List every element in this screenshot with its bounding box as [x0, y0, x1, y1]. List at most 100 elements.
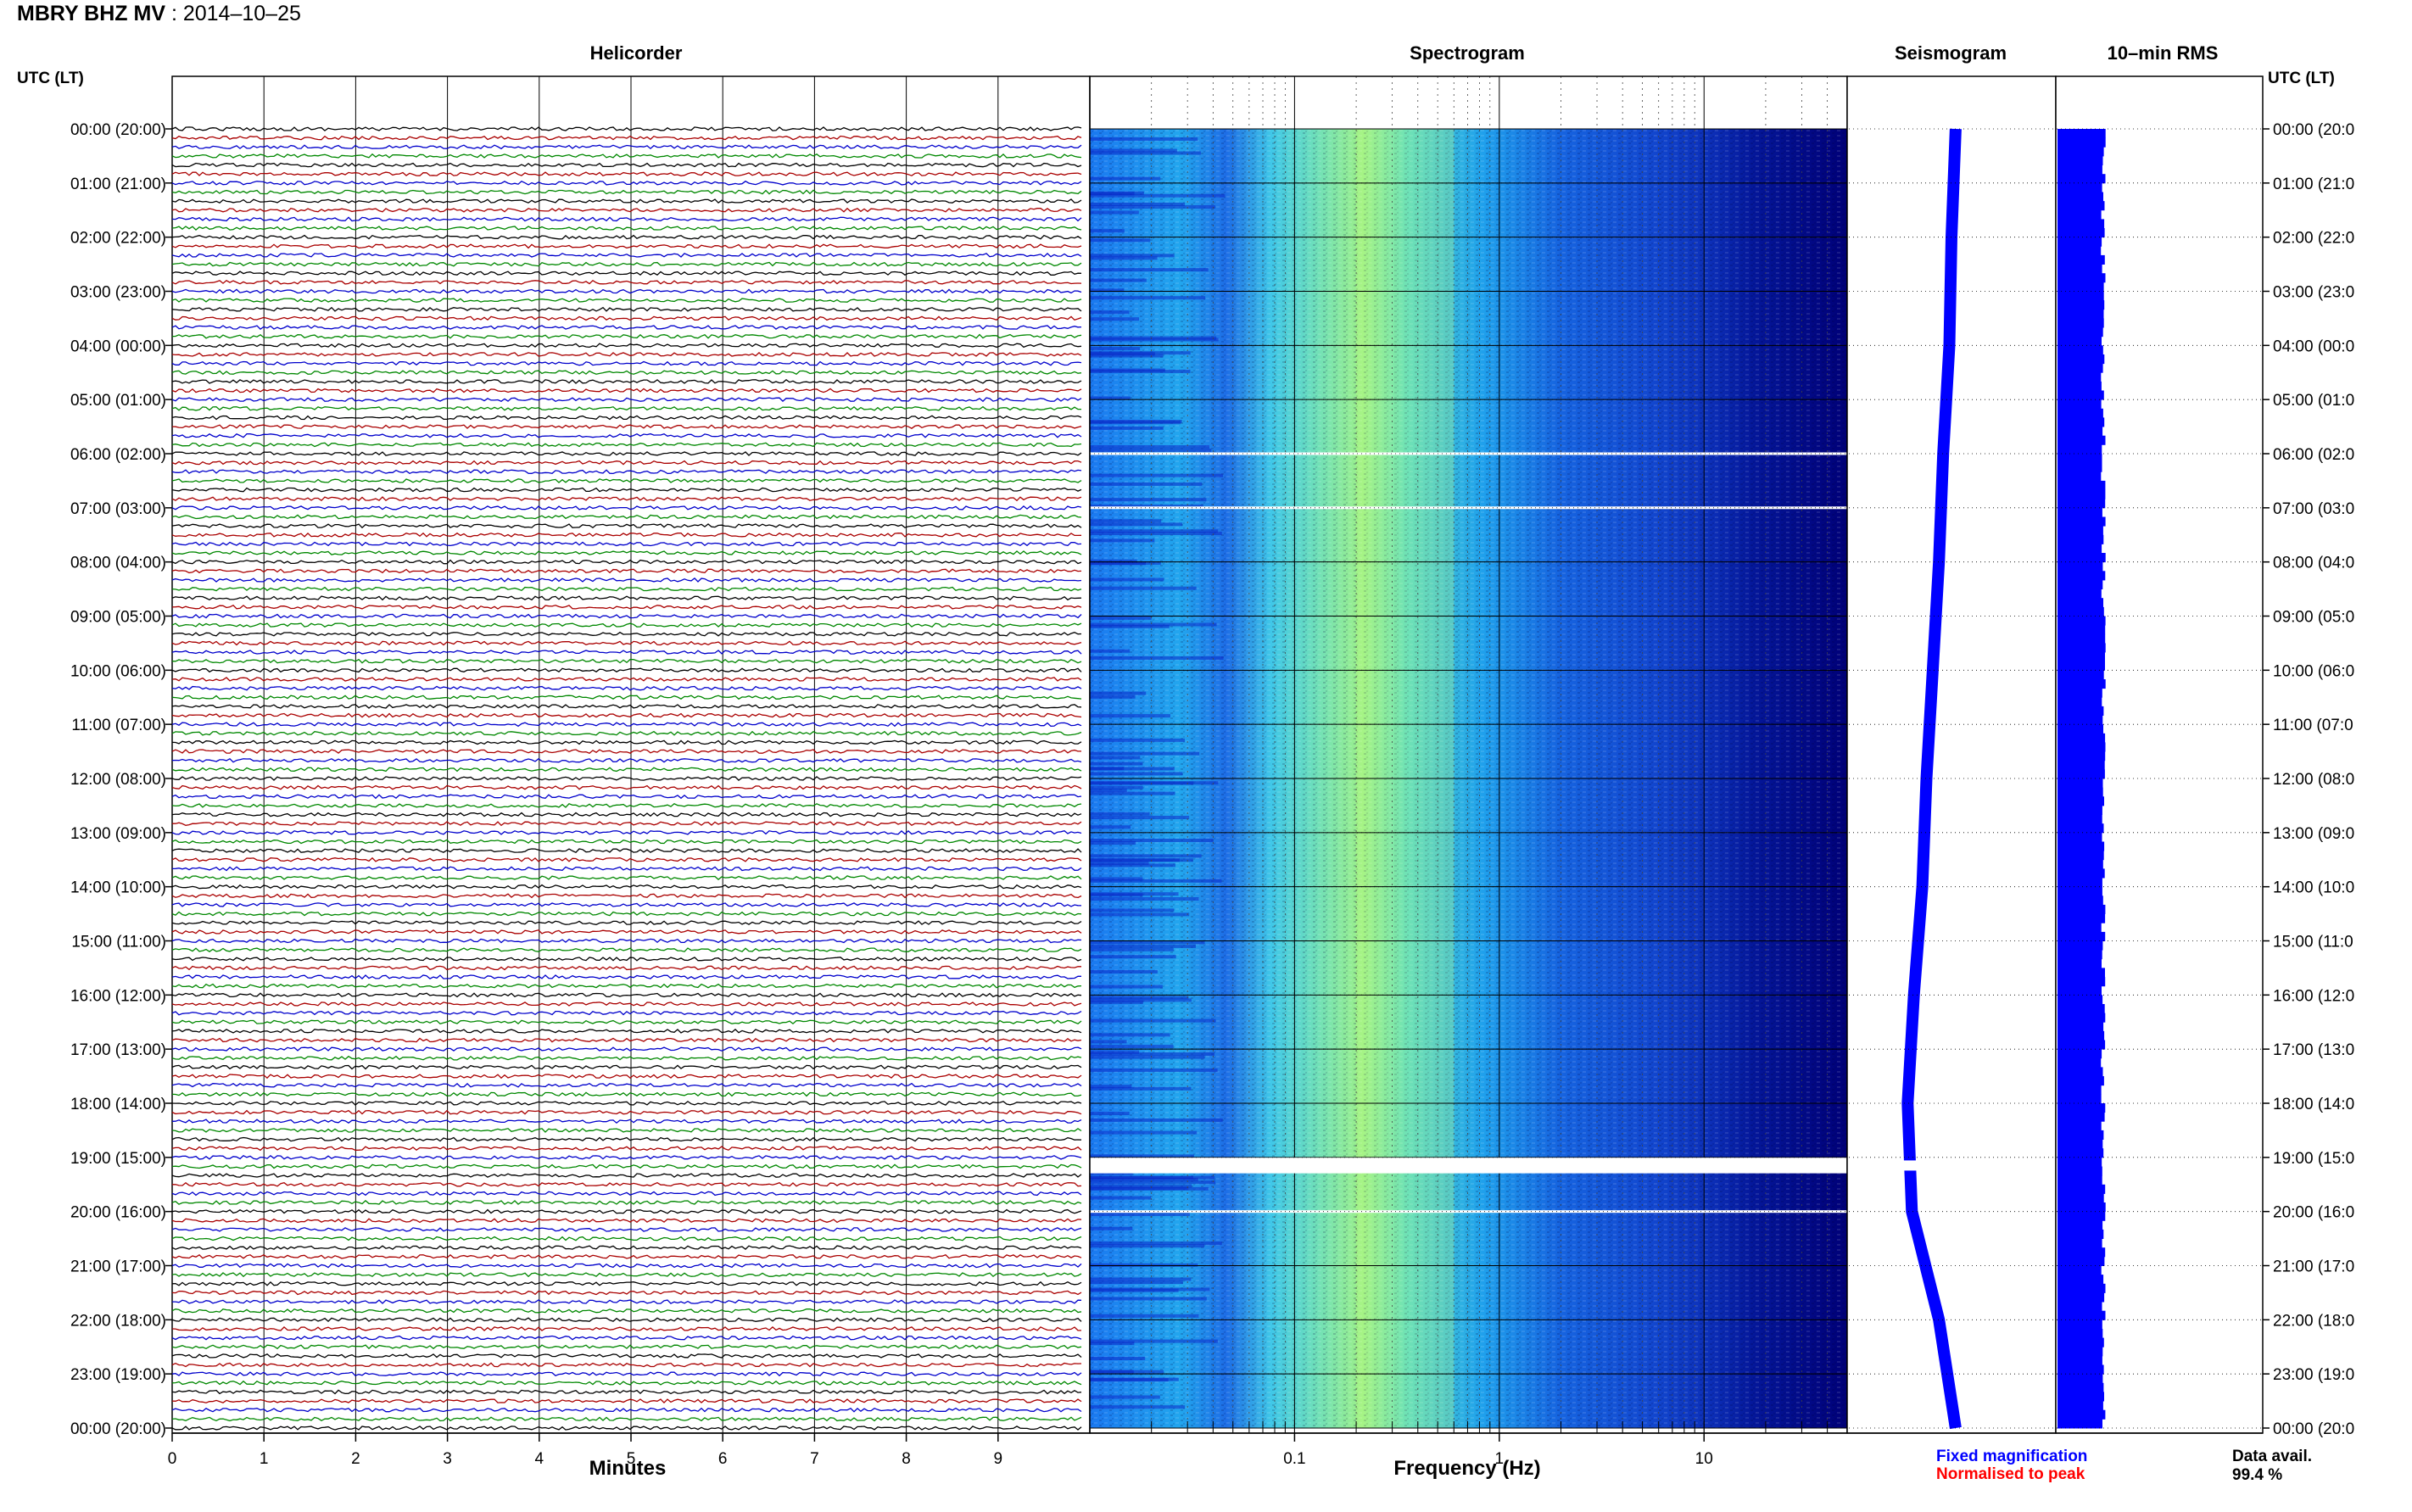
trace-line: [171, 360, 1082, 366]
spectral-streak: [1090, 347, 1141, 351]
rms-bar: [2057, 1265, 2102, 1275]
spectral-streak: [1090, 691, 1147, 695]
rms-bar: [2057, 444, 2102, 455]
spectral-streak: [1090, 738, 1185, 742]
rms-bar: [2057, 1130, 2104, 1140]
trace-line: [171, 695, 1082, 700]
time-label-right: 14:00 (10:0: [2273, 879, 2354, 897]
spectral-streak: [1090, 354, 1164, 358]
trace-line: [171, 1317, 1082, 1323]
rms-bar: [2057, 606, 2104, 617]
trace-line: [171, 424, 1082, 429]
time-label-left: 23:00 (19:00): [70, 1366, 166, 1384]
rms-bar: [2057, 399, 2102, 410]
trace-line: [171, 496, 1082, 502]
time-label-left: 04:00 (00:00): [70, 338, 166, 355]
spectral-streak: [1090, 863, 1175, 868]
trace-line: [171, 126, 1082, 131]
rms-bar: [2057, 1004, 2105, 1014]
trace-line: [171, 1227, 1082, 1232]
spectral-streak: [1090, 205, 1215, 209]
trace-line: [171, 343, 1082, 349]
spectral-streak: [1090, 1263, 1198, 1267]
spectral-streak: [1090, 519, 1162, 523]
rms-bar: [2057, 913, 2106, 923]
rms-bar: [2057, 489, 2106, 499]
trace-line: [171, 685, 1082, 691]
rms-bar: [2057, 1139, 2103, 1149]
trace-line: [171, 947, 1082, 952]
trace-line: [171, 325, 1082, 330]
trace-line: [171, 144, 1082, 150]
spectral-streak: [1090, 767, 1175, 771]
trace-line: [171, 1335, 1082, 1341]
trace-line: [171, 1200, 1082, 1205]
rms-bar: [2057, 571, 2106, 581]
spectral-streak: [1090, 1213, 1190, 1216]
spectral-streak: [1090, 254, 1175, 258]
trace-line: [171, 1326, 1082, 1331]
rms-bar: [2057, 282, 2104, 292]
seismogram-trace: [1901, 128, 1962, 1430]
trace-line: [172, 1181, 1082, 1187]
rms-bar: [2057, 246, 2102, 256]
spectral-streak: [1090, 1000, 1143, 1004]
figure-title: MBRY BHZ MV : 2014–10–25: [17, 2, 301, 26]
minute-tick-label: 0: [168, 1450, 177, 1468]
minute-tick-label: 6: [718, 1450, 728, 1468]
legend-normalised-to-peak: Normalised to peak: [1936, 1465, 2085, 1483]
panel-title-rms: 10–min RMS: [2107, 42, 2219, 64]
trace-line: [171, 135, 1082, 141]
trace-line: [171, 1046, 1082, 1052]
trace-line: [171, 1416, 1082, 1422]
trace-line: [171, 739, 1082, 745]
rms-bar: [2057, 1347, 2103, 1357]
spectral-streak: [1090, 256, 1158, 260]
spectral-streak: [1090, 1357, 1146, 1360]
spectral-streak: [1090, 1378, 1169, 1382]
rms-bar: [2057, 454, 2102, 464]
trace-line: [171, 1128, 1082, 1133]
trace-line: [171, 523, 1082, 529]
panel-title-spectrogram: Spectrogram: [1410, 42, 1525, 64]
spectral-streak: [1090, 191, 1144, 195]
minute-tick-label: 8: [902, 1450, 911, 1468]
trace-line: [171, 803, 1082, 808]
spectral-streak: [1090, 1052, 1214, 1056]
right-time-header: UTC (LT): [2268, 70, 2335, 87]
trace-line: [171, 333, 1082, 339]
rms-bar: [2057, 1157, 2102, 1167]
trace-line: [171, 1344, 1082, 1350]
spectral-streak: [1090, 1186, 1189, 1191]
rms-bar: [2057, 1040, 2106, 1050]
rms-bar: [2057, 1085, 2102, 1095]
rms-bar: [2057, 1057, 2102, 1068]
rms-bar: [2057, 165, 2102, 175]
trace-line: [171, 613, 1082, 619]
rms-bar: [2057, 1184, 2106, 1194]
minute-tick-label: 7: [810, 1450, 819, 1468]
rms-bar: [2057, 363, 2103, 373]
trace-line: [171, 415, 1082, 421]
rms-bar: [2057, 670, 2104, 680]
rms-bar: [2057, 760, 2105, 770]
rms-bar: [2057, 372, 2102, 382]
spectral-streak: [1090, 1280, 1183, 1285]
trace-line: [171, 1091, 1082, 1097]
rms-bar: [2057, 697, 2102, 707]
trace-line: [171, 974, 1081, 979]
rms-bar: [2057, 544, 2102, 554]
time-label-left: 06:00 (02:00): [70, 446, 166, 464]
trace-line: [171, 929, 1082, 935]
spectral-streak: [1090, 985, 1163, 989]
time-label-left: 02:00 (22:00): [70, 230, 166, 248]
time-label-right: 04:00 (00:0: [2273, 338, 2354, 355]
spectral-streak: [1090, 940, 1205, 945]
trace-line: [171, 1218, 1082, 1224]
time-label-left: 14:00 (10:00): [70, 879, 166, 897]
spectral-streak: [1090, 505, 1203, 508]
trace-line: [171, 577, 1082, 583]
spectral-streak: [1090, 897, 1199, 901]
trace-line: [171, 1136, 1082, 1142]
trace-line: [171, 532, 1082, 538]
